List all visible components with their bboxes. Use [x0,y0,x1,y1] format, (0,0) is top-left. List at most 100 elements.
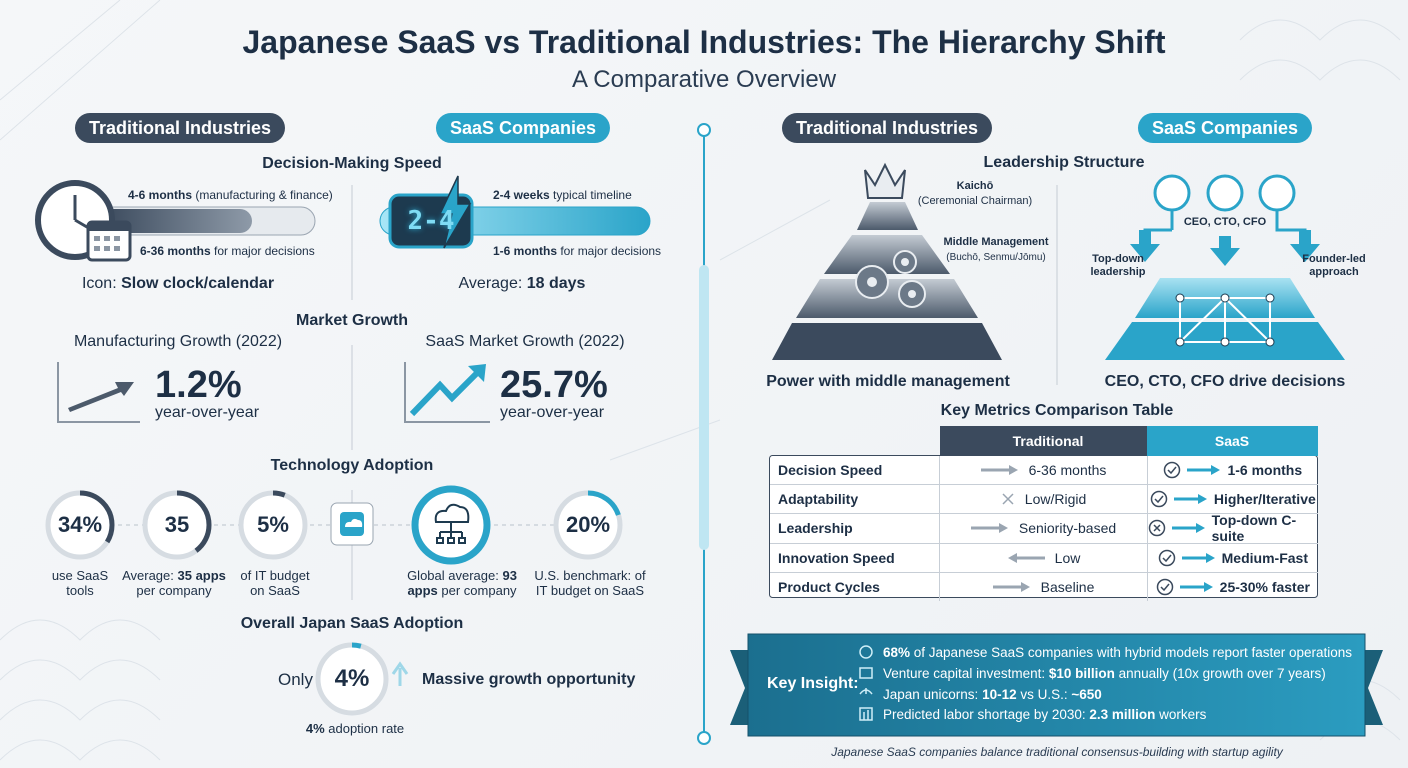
text-segment: 2.3 million [1089,707,1156,722]
section-heading: Technology Adoption [270,457,434,474]
note: Top-down leadership [1090,253,1146,278]
row-label: Leadership [778,520,853,537]
cell-text: 6-36 months [1028,462,1107,479]
text-segment: typical timeline [549,188,632,202]
section-heading: Market Growth [295,312,409,329]
text-segment: of IT budget on SaaS [240,568,314,598]
metric-value: 25.7% [500,364,608,406]
footer-note: Japanese SaaS companies balance traditio… [831,745,1283,759]
metric-note: year-over-year [500,404,605,421]
text-segment: 1-6 months [493,244,558,258]
insight-item: Japan unicorns: 10-12 vs U.S.: ~650 [883,687,1102,702]
caption: CEO, CTO, CFO drive decisions [1104,373,1346,390]
text-segment: Venture capital investment: [883,666,1049,681]
tab: Traditional Industries [74,113,286,143]
text-segment: ~650 [1071,687,1102,702]
prefix: Only [278,670,313,689]
text-segment: 10-12 [982,687,1017,702]
ring-value: 20% [565,512,611,537]
note: (Ceremonial Chairman) [917,195,1033,207]
row-label: Product Cycles [778,578,880,595]
slow-arrow [68,382,134,412]
saas-cell: 25-30% faster [1146,572,1318,601]
detail: 2-4 weeks typical timeline [493,188,632,202]
text-segment: use SaaS tools [51,568,112,598]
traditional-cell: 6-36 months [939,456,1146,485]
label: Kaichō [956,180,994,192]
title: Japanese SaaS vs Traditional Industries:… [242,24,1166,60]
message: Massive growth opportunity [422,671,636,688]
insight-banner [747,633,1366,737]
table-icon [1179,581,1214,593]
divider-glow [699,265,709,550]
calendar-icon [86,220,132,262]
text-segment: 18 days [526,275,586,292]
cell-text: Top-down C-suite [1211,512,1297,545]
pyramid-tier [857,202,918,230]
insight-label: Key Insight: [767,675,859,692]
insight-item: Venture capital investment: $10 billion … [883,666,1326,681]
growth-arrowhead [468,364,486,382]
table-icon [1163,461,1181,479]
cell-text: Seniority-based [1018,520,1117,537]
slow-bar-fill [102,209,252,233]
text-segment: for major decisions [557,244,662,258]
cell-text: 25-30% faster [1219,578,1310,595]
table-icon [1187,464,1221,476]
table-row: Decision Speed 6-36 months 1-6 months [770,456,1318,486]
ring-caption: U.S. benchmark: of IT budget on SaaS [527,568,653,598]
text-segment: $10 billion [1048,666,1115,681]
text-segment: (manufacturing & finance) [192,188,333,202]
header-cell [1147,426,1318,456]
text-segment: 93 apps [407,568,521,598]
text-segment: Average: [458,275,527,292]
table-icon [1007,552,1045,564]
ring-value: 35 [164,512,190,537]
column-header: SaaS [1214,433,1250,449]
ring-value: 4% [334,665,370,692]
ring-caption: use SaaS tools [49,568,111,598]
text-segment: 2-4 weeks [493,188,550,202]
text-segment: workers [1155,707,1207,722]
text-segment: Predicted labor shortage by 2030: [883,707,1090,722]
metric-value: 1.2% [155,364,242,406]
traditional-cell: Low [939,543,1146,572]
detail: 1-6 months for major decisions [493,244,661,258]
up-arrow [391,661,409,686]
header-spacer [770,426,1318,456]
caption: Icon: Slow clock/calendar [82,275,274,293]
caption: Average: 18 days [459,275,586,293]
table-icon [1156,578,1174,596]
traditional-cell: Seniority-based [939,514,1146,543]
text-segment: Average: [122,568,178,583]
pyramid-tier [772,323,1002,360]
caption: 4% adoption rate [306,721,404,736]
text-segment: per company [437,583,517,598]
pyramid-tier [796,279,978,318]
table-icon [970,522,1009,534]
table-icon [992,581,1031,593]
traditional-cell: Baseline [939,572,1146,601]
caption: Power with middle management [766,373,1010,390]
table-icon [980,464,1019,476]
ring-caption: Global average: 93 apps per company [398,568,526,598]
gear-hubs [867,258,916,298]
table-icon [1158,549,1176,567]
table-row: Leadership Seniority-based Top-down C-suit… [770,512,1318,545]
ring-value: 5% [257,512,289,537]
table-title: Key Metrics Comparison Table [940,402,1174,419]
executive-icons [1153,174,1296,212]
text-segment: annually (10x growth over 7 years) [1114,666,1326,681]
table-icon [1150,490,1168,508]
ring-caption: Average: 35 apps per company [120,568,228,598]
table-row: Product Cycles Baseline 25-30% faster [770,572,1318,601]
cell-text: Low/Rigid [1024,491,1087,508]
text-segment: Slow clock/calendar [121,275,275,292]
insight-item: Predicted labor shortage by 2030: 2.3 mi… [883,707,1206,722]
network-nodes [1175,293,1275,347]
table-icon [1171,522,1206,534]
text-segment: U.S. benchmark: of IT budget on SaaS [534,568,650,598]
